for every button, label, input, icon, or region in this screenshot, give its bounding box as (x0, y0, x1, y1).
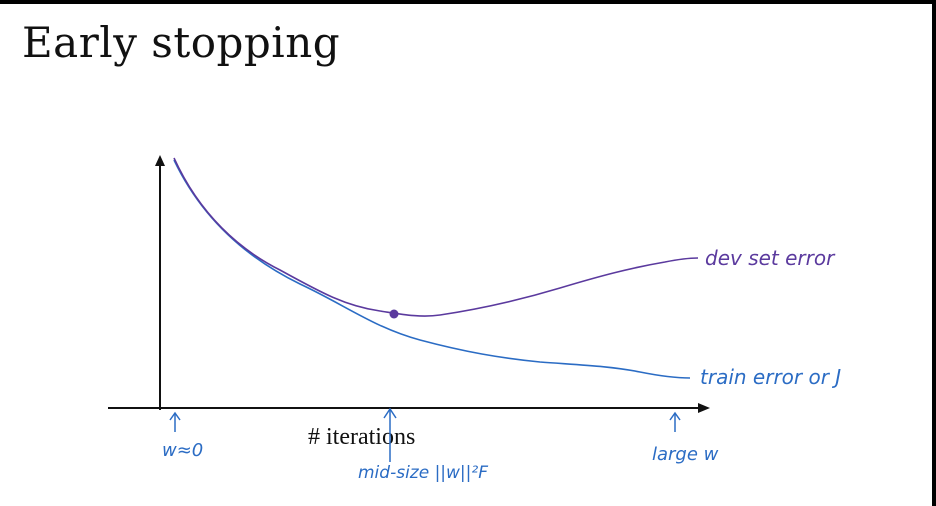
early-stopping-point (389, 309, 399, 319)
train-error-curve (173, 159, 691, 379)
slide-top-border (0, 0, 936, 4)
y-axis-arrowhead (155, 155, 165, 166)
end-annotation-label: large w (652, 444, 719, 465)
slide-title: Early stopping (22, 18, 341, 67)
dev-error-label: dev set error (705, 246, 836, 270)
start-annotation-label: w≈0 (162, 440, 203, 461)
x-axis-arrowhead (698, 403, 710, 413)
x-axis-label: # iterations (308, 424, 415, 450)
train-error-label: train error or J (700, 365, 841, 389)
mid-annotation-label: mid-size ||w||²F (358, 463, 488, 483)
dev-error-curve (173, 157, 699, 317)
start-annotation: w≈0 (162, 411, 203, 461)
slide-right-border (932, 0, 936, 506)
mid-annotation: mid-size ||w||²F (358, 407, 488, 483)
end-annotation: large w (652, 411, 719, 465)
